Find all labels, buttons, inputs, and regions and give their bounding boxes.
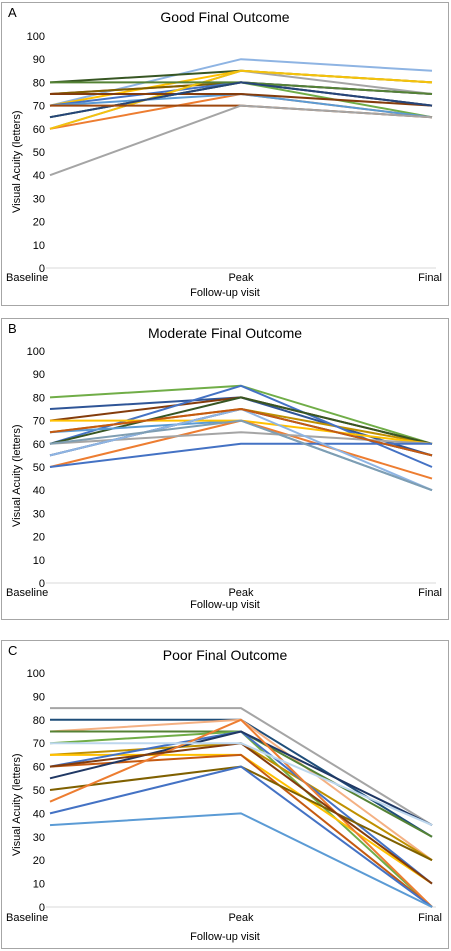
y-tick-label: 50 [33,147,45,159]
y-axis-title-a: Visual Acuity (letters) [11,110,23,213]
chart-plot-a: 0 10 20 30 40 50 60 70 80 90 100 Baseline Peak Final [6,31,442,284]
chart-title-b: Moderate Final Outcome [147,325,303,341]
y-tick-label: 80 [33,77,45,89]
y-tick-label: 80 [33,392,45,404]
y-tick-label: 50 [33,785,45,797]
chart-panel-a: 0 10 20 30 40 50 60 70 80 90 100 Baseline Peak Final … [1,2,449,306]
y-tick-label: 0 [39,263,45,275]
chart-plot-b: 0 10 20 30 40 50 60 70 80 90 100 Baseline Peak Final [6,346,442,599]
chart-panel-b: 0 10 20 30 40 50 60 70 80 90 100 Baseline Peak Final … [1,318,449,620]
x-axis-title-c: Follow-up visit [190,931,260,943]
panel-letter-a: A [8,5,17,20]
series-line-12 [49,442,432,468]
series-line-14 [49,408,433,457]
series-line-16 [50,742,433,827]
series-line-14 [50,93,433,107]
series-line-8 [49,419,433,492]
y-tick-label: 20 [33,855,45,867]
panel-letter-c: C [8,643,18,658]
x-tick-label: Baseline [6,587,48,599]
series-line-12 [49,69,433,130]
x-tick-label: Peak [228,912,254,924]
y-axis-title-b: Visual Acuity (letters) [11,424,23,527]
series-line-13 [49,765,433,908]
x-tick-label: Final [418,587,442,599]
x-axis-title-a: Follow-up visit [190,287,260,299]
y-tick-label: 10 [33,879,45,891]
x-tick-label: Final [418,272,442,284]
y-tick-label: 70 [33,738,45,750]
x-axis-title-b: Follow-up visit [190,599,260,611]
x-tick-label: Baseline [6,912,48,924]
y-tick-label: 50 [33,462,45,474]
y-tick-label: 30 [33,508,45,520]
y-axis-title-c: Visual Acuity (letters) [11,753,23,856]
y-tick-label: 70 [33,101,45,113]
y-tick-label: 60 [33,124,45,136]
y-tick-label: 10 [33,555,45,567]
y-tick-label: 60 [33,439,45,451]
series-line-14 [49,812,433,908]
y-tick-label: 90 [33,369,45,381]
series-line-4 [49,69,433,107]
y-tick-label: 40 [33,485,45,497]
y-tick-label: 0 [39,902,45,914]
y-tick-label: 20 [33,532,45,544]
x-tick-label: Final [418,912,442,924]
series-line-1 [49,384,433,445]
series-line-10 [49,730,433,826]
y-tick-label: 0 [39,578,45,590]
y-tick-label: 60 [33,762,45,774]
chart-plot-c: 0 10 20 30 40 50 60 70 80 90 100 Baseline Peak Final [6,668,442,924]
panel-letter-b: B [8,321,17,336]
chart-title-a: Good Final Outcome [160,9,290,25]
y-tick-label: 30 [33,193,45,205]
x-tick-label: Baseline [6,272,48,284]
x-tick-label: Peak [228,587,254,599]
y-tick-label: 40 [33,170,45,182]
series-line-12 [49,718,433,908]
y-tick-label: 90 [33,691,45,703]
series-line-15 [49,419,433,492]
chart-panel-c: 0 10 20 30 40 50 60 70 80 90 100 Baseline Peak Final … [1,640,449,949]
y-tick-label: 100 [27,668,45,680]
y-tick-label: 100 [27,346,45,358]
y-tick-label: 20 [33,217,45,229]
chart-title-c: Poor Final Outcome [162,647,288,663]
y-tick-label: 10 [33,240,45,252]
series-line-17 [49,104,433,177]
series-line-2 [49,69,433,84]
y-tick-label: 90 [33,54,45,66]
y-tick-label: 30 [33,832,45,844]
y-tick-label: 100 [27,31,45,43]
x-tick-label: Peak [228,272,254,284]
y-tick-label: 70 [33,416,45,428]
y-tick-label: 40 [33,808,45,820]
y-tick-label: 80 [33,715,45,727]
series-line-1 [50,707,433,826]
